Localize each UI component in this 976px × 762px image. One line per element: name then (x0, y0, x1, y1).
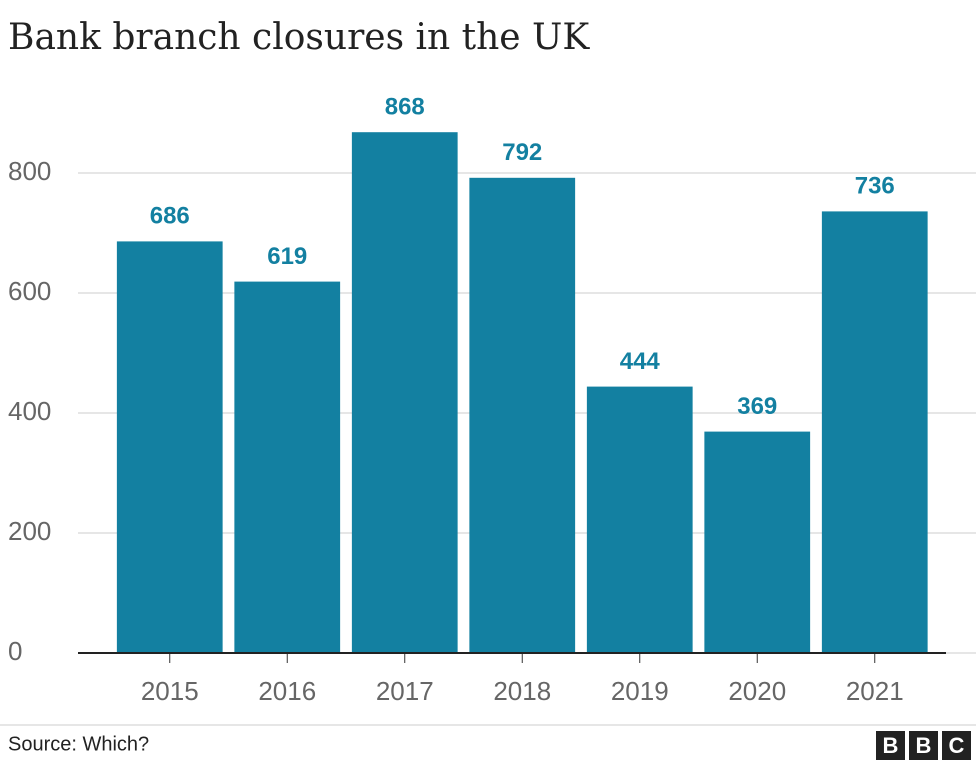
logo-letter: B (883, 733, 899, 758)
value-label: 736 (855, 173, 895, 200)
value-label: 369 (737, 393, 777, 420)
x-tick-label: 2017 (376, 676, 434, 706)
y-tick-label: 800 (8, 156, 51, 186)
y-tick-label: 400 (8, 396, 51, 426)
chart-title: Bank branch closures in the UK (8, 17, 590, 58)
bar (116, 241, 223, 653)
y-tick-label: 600 (8, 276, 51, 306)
logo-box (942, 731, 971, 760)
y-tick-label: 200 (8, 516, 51, 546)
logo-letter: C (949, 733, 965, 758)
source: Source: Which? (8, 733, 149, 755)
x-tick-label: 2018 (493, 676, 551, 706)
x-tick-label: 2020 (728, 676, 786, 706)
logo-box (876, 731, 905, 760)
x-tick-label: 2019 (611, 676, 669, 706)
bar (586, 386, 693, 653)
bar (821, 211, 928, 653)
logo-letter: B (916, 733, 932, 758)
value-label: 686 (150, 203, 190, 230)
bar (704, 431, 811, 653)
value-label: 868 (385, 94, 425, 121)
y-tick-label: 0 (8, 636, 22, 666)
x-tick-label: 2021 (846, 676, 904, 706)
logo-box (909, 731, 938, 760)
value-label: 792 (502, 139, 542, 166)
x-tick-label: 2015 (141, 676, 199, 706)
x-tick-label: 2016 (258, 676, 316, 706)
bar (351, 132, 458, 653)
value-label: 444 (620, 348, 661, 375)
bar (469, 177, 576, 654)
value-label: 619 (267, 243, 307, 270)
bar (234, 281, 341, 653)
